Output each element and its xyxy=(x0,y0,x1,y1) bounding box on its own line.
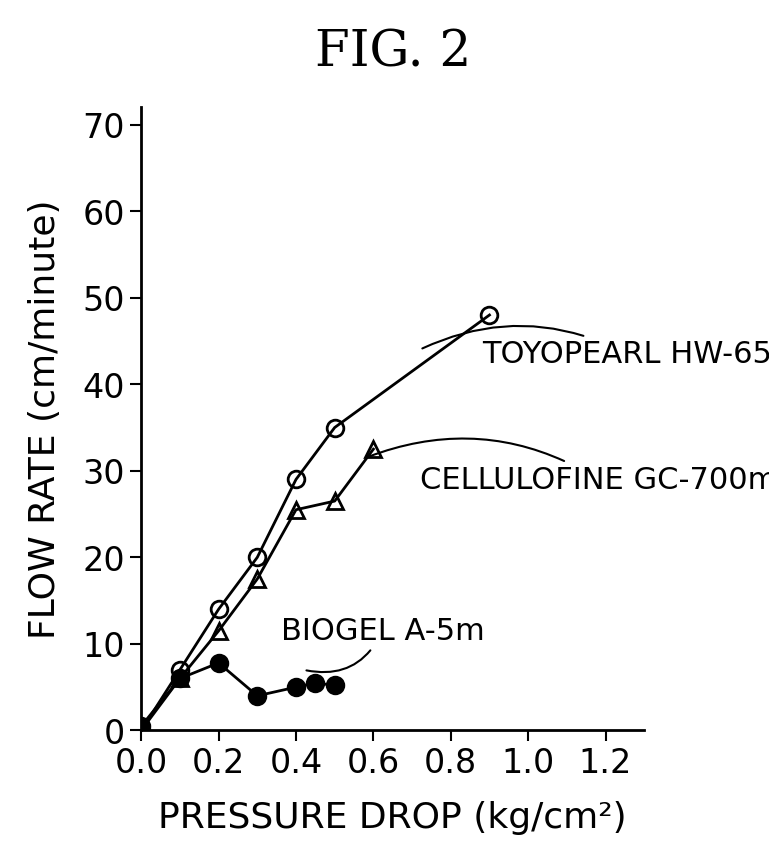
Text: BIOGEL A-5m: BIOGEL A-5m xyxy=(281,616,484,672)
Title: FIG. 2: FIG. 2 xyxy=(315,28,471,78)
Text: CELLULOFINE GC-700m: CELLULOFINE GC-700m xyxy=(368,439,769,494)
Text: TOYOPEARL HW-65: TOYOPEARL HW-65 xyxy=(422,326,769,369)
X-axis label: PRESSURE DROP (kg/cm²): PRESSURE DROP (kg/cm²) xyxy=(158,800,627,834)
Y-axis label: FLOW RATE (cm/minute): FLOW RATE (cm/minute) xyxy=(28,200,62,639)
